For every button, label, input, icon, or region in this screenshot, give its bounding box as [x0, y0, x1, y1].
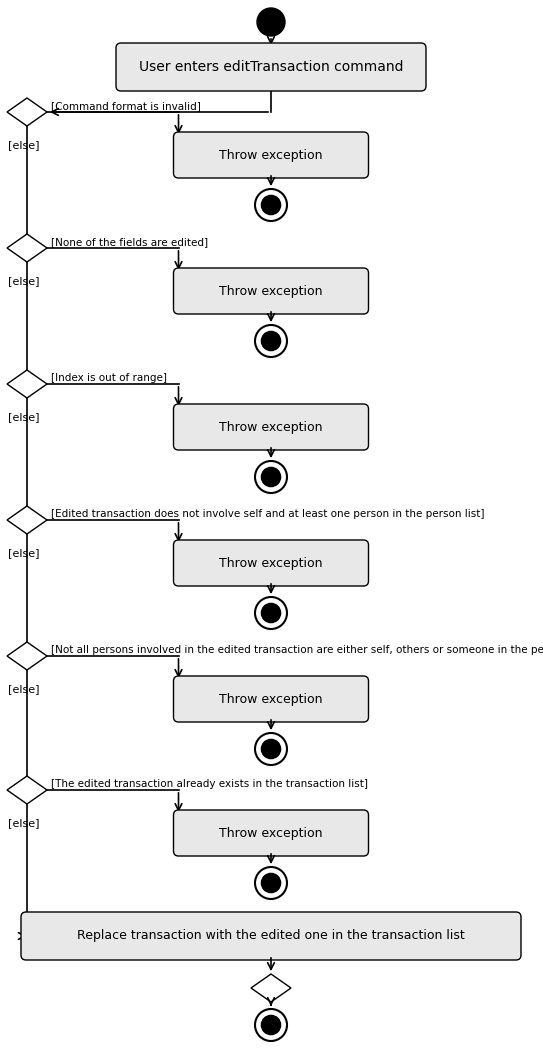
Text: [else]: [else]	[8, 548, 40, 558]
Circle shape	[255, 1009, 287, 1041]
FancyBboxPatch shape	[174, 676, 369, 722]
Circle shape	[255, 596, 287, 629]
Circle shape	[261, 467, 281, 487]
Polygon shape	[251, 974, 291, 1002]
FancyBboxPatch shape	[21, 912, 521, 960]
Text: Throw exception: Throw exception	[219, 692, 323, 706]
Circle shape	[255, 733, 287, 765]
Polygon shape	[7, 642, 47, 670]
Text: Throw exception: Throw exception	[219, 148, 323, 162]
Text: [Not all persons involved in the edited transaction are either self, others or s: [Not all persons involved in the edited …	[51, 645, 543, 655]
Text: [Edited transaction does not involve self and at least one person in the person : [Edited transaction does not involve sel…	[51, 509, 484, 519]
Text: Throw exception: Throw exception	[219, 421, 323, 433]
Polygon shape	[7, 506, 47, 534]
Text: [else]: [else]	[8, 818, 40, 828]
Polygon shape	[7, 98, 47, 126]
Text: [else]: [else]	[8, 276, 40, 286]
Text: [None of the fields are edited]: [None of the fields are edited]	[51, 237, 208, 247]
Circle shape	[255, 461, 287, 493]
Text: Throw exception: Throw exception	[219, 557, 323, 569]
FancyBboxPatch shape	[174, 268, 369, 313]
Circle shape	[255, 189, 287, 221]
Text: Throw exception: Throw exception	[219, 827, 323, 839]
Polygon shape	[7, 234, 47, 262]
Circle shape	[261, 604, 281, 623]
Circle shape	[261, 873, 281, 892]
FancyBboxPatch shape	[174, 132, 369, 178]
Text: [The edited transaction already exists in the transaction list]: [The edited transaction already exists i…	[51, 778, 368, 789]
Circle shape	[261, 1015, 281, 1034]
FancyBboxPatch shape	[174, 540, 369, 586]
Polygon shape	[7, 776, 47, 804]
FancyBboxPatch shape	[174, 404, 369, 450]
Circle shape	[261, 740, 281, 758]
FancyBboxPatch shape	[116, 43, 426, 92]
Circle shape	[261, 331, 281, 350]
Text: Replace transaction with the edited one in the transaction list: Replace transaction with the edited one …	[77, 930, 465, 943]
FancyBboxPatch shape	[174, 810, 369, 856]
Circle shape	[255, 867, 287, 899]
Text: [else]: [else]	[8, 684, 40, 694]
Text: User enters editTransaction command: User enters editTransaction command	[139, 60, 403, 74]
Text: Throw exception: Throw exception	[219, 284, 323, 298]
Circle shape	[257, 8, 285, 36]
Text: [Command format is invalid]: [Command format is invalid]	[51, 101, 201, 112]
Circle shape	[255, 325, 287, 357]
Text: [else]: [else]	[8, 140, 40, 150]
Text: [else]: [else]	[8, 412, 40, 422]
Polygon shape	[7, 370, 47, 398]
Text: [Index is out of range]: [Index is out of range]	[51, 373, 167, 383]
Circle shape	[261, 196, 281, 215]
